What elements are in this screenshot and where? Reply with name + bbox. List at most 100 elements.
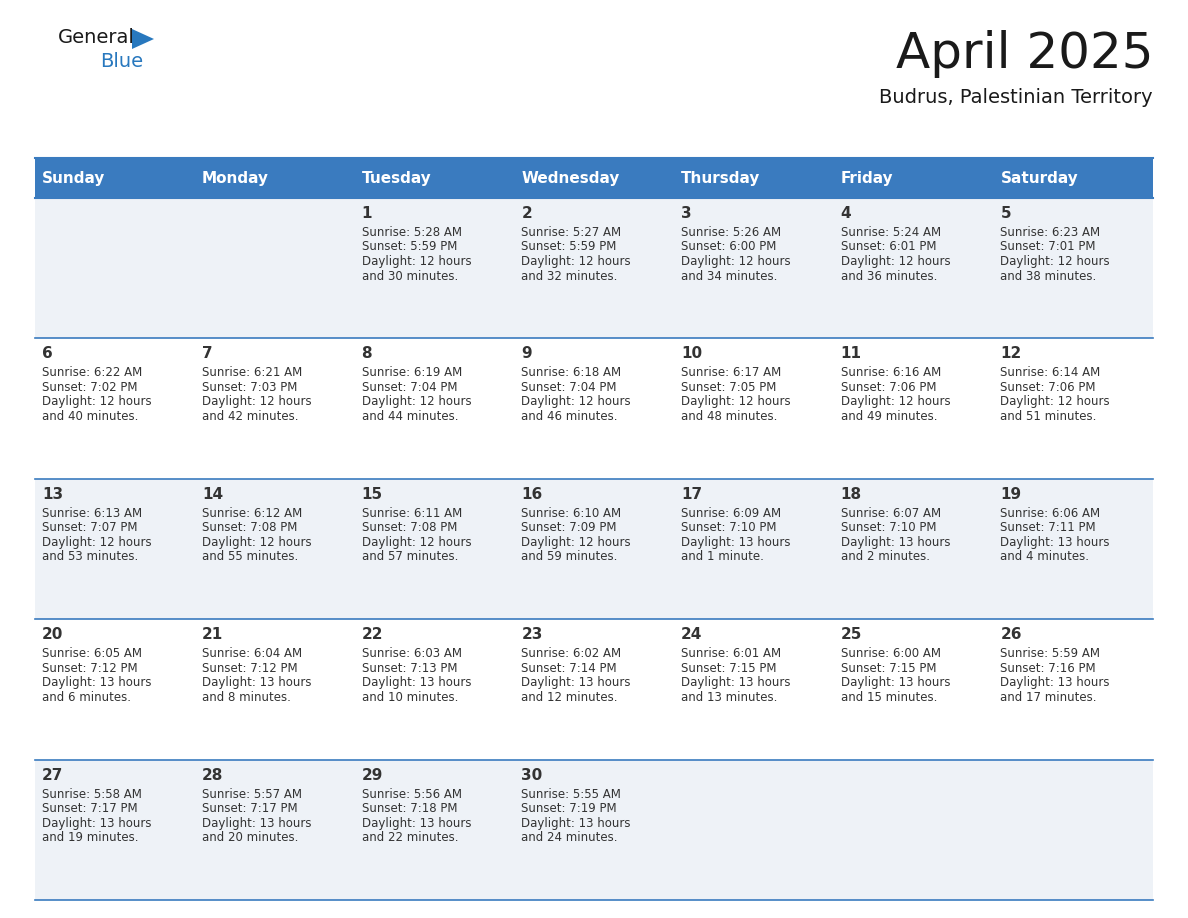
Text: Sunset: 7:15 PM: Sunset: 7:15 PM [841,662,936,675]
Text: 6: 6 [43,346,53,362]
Text: Sunrise: 5:26 AM: Sunrise: 5:26 AM [681,226,782,239]
Text: Daylight: 13 hours: Daylight: 13 hours [1000,677,1110,689]
Text: and 19 minutes.: and 19 minutes. [43,831,139,844]
Text: Daylight: 13 hours: Daylight: 13 hours [841,536,950,549]
Text: Wednesday: Wednesday [522,171,620,185]
Bar [993,759,1154,900]
Bar [834,198,993,339]
Bar [993,158,1154,198]
Text: Sunrise: 6:05 AM: Sunrise: 6:05 AM [43,647,143,660]
Bar [195,339,354,479]
Text: 22: 22 [361,627,383,643]
Text: Daylight: 12 hours: Daylight: 12 hours [522,255,631,268]
Text: 19: 19 [1000,487,1022,502]
Text: 13: 13 [43,487,63,502]
Text: Sunset: 7:16 PM: Sunset: 7:16 PM [1000,662,1097,675]
Text: Sunset: 7:08 PM: Sunset: 7:08 PM [202,521,297,534]
Text: 25: 25 [841,627,862,643]
Text: Sunrise: 6:10 AM: Sunrise: 6:10 AM [522,507,621,520]
Text: and 55 minutes.: and 55 minutes. [202,550,298,564]
Text: Sunrise: 6:06 AM: Sunrise: 6:06 AM [1000,507,1100,520]
Text: Daylight: 13 hours: Daylight: 13 hours [681,536,790,549]
Text: and 34 minutes.: and 34 minutes. [681,270,777,283]
Text: Sunset: 7:04 PM: Sunset: 7:04 PM [522,381,617,394]
Text: Sunset: 7:12 PM: Sunset: 7:12 PM [202,662,297,675]
Text: Sunrise: 5:56 AM: Sunrise: 5:56 AM [361,788,462,800]
Text: and 20 minutes.: and 20 minutes. [202,831,298,844]
Text: Daylight: 13 hours: Daylight: 13 hours [202,817,311,830]
Text: Blue: Blue [100,52,143,71]
Bar [993,620,1154,759]
Text: Sunset: 7:07 PM: Sunset: 7:07 PM [43,521,138,534]
Text: and 32 minutes.: and 32 minutes. [522,270,618,283]
Text: Daylight: 12 hours: Daylight: 12 hours [1000,255,1110,268]
Text: Daylight: 12 hours: Daylight: 12 hours [1000,396,1110,409]
Text: Sunset: 7:02 PM: Sunset: 7:02 PM [43,381,138,394]
Text: and 2 minutes.: and 2 minutes. [841,550,930,564]
Text: Monday: Monday [202,171,268,185]
Text: Daylight: 13 hours: Daylight: 13 hours [361,817,472,830]
Text: 18: 18 [841,487,861,502]
Text: Daylight: 13 hours: Daylight: 13 hours [841,677,950,689]
Text: 2: 2 [522,206,532,221]
Text: Daylight: 13 hours: Daylight: 13 hours [681,677,790,689]
Text: 24: 24 [681,627,702,643]
Bar [834,479,993,620]
Text: Sunset: 7:17 PM: Sunset: 7:17 PM [202,802,297,815]
Text: Budrus, Palestinian Territory: Budrus, Palestinian Territory [879,88,1154,107]
Text: Sunrise: 5:58 AM: Sunrise: 5:58 AM [43,788,143,800]
Bar [34,759,195,900]
Text: Sunset: 7:10 PM: Sunset: 7:10 PM [841,521,936,534]
Text: Sunrise: 5:57 AM: Sunrise: 5:57 AM [202,788,302,800]
Text: Sunrise: 6:12 AM: Sunrise: 6:12 AM [202,507,302,520]
Bar [514,339,674,479]
Text: 5: 5 [1000,206,1011,221]
Text: Sunrise: 6:01 AM: Sunrise: 6:01 AM [681,647,782,660]
Bar [674,620,834,759]
Text: 4: 4 [841,206,852,221]
Text: 21: 21 [202,627,223,643]
Text: Daylight: 13 hours: Daylight: 13 hours [361,677,472,689]
Text: and 57 minutes.: and 57 minutes. [361,550,459,564]
Text: Friday: Friday [841,171,893,185]
Text: and 44 minutes.: and 44 minutes. [361,410,459,423]
Text: and 46 minutes.: and 46 minutes. [522,410,618,423]
Text: Sunset: 7:10 PM: Sunset: 7:10 PM [681,521,777,534]
Text: Saturday: Saturday [1000,171,1079,185]
Text: Daylight: 12 hours: Daylight: 12 hours [361,396,472,409]
Text: Sunrise: 6:17 AM: Sunrise: 6:17 AM [681,366,782,379]
Bar [514,479,674,620]
Text: Thursday: Thursday [681,171,760,185]
Text: Sunrise: 6:03 AM: Sunrise: 6:03 AM [361,647,462,660]
Text: Sunset: 6:01 PM: Sunset: 6:01 PM [841,241,936,253]
Text: April 2025: April 2025 [896,30,1154,78]
Text: and 12 minutes.: and 12 minutes. [522,690,618,704]
Text: Daylight: 12 hours: Daylight: 12 hours [361,536,472,549]
Text: Daylight: 12 hours: Daylight: 12 hours [681,255,791,268]
Text: and 48 minutes.: and 48 minutes. [681,410,777,423]
Bar [195,620,354,759]
Text: Daylight: 13 hours: Daylight: 13 hours [1000,536,1110,549]
Text: and 51 minutes.: and 51 minutes. [1000,410,1097,423]
Text: and 1 minute.: and 1 minute. [681,550,764,564]
Text: 3: 3 [681,206,691,221]
Text: Sunrise: 5:27 AM: Sunrise: 5:27 AM [522,226,621,239]
Text: Daylight: 12 hours: Daylight: 12 hours [43,396,152,409]
Bar [34,339,195,479]
Bar [195,198,354,339]
Text: Sunset: 7:18 PM: Sunset: 7:18 PM [361,802,457,815]
Text: Sunset: 5:59 PM: Sunset: 5:59 PM [522,241,617,253]
Text: Daylight: 12 hours: Daylight: 12 hours [841,396,950,409]
Bar [354,479,514,620]
Text: Sunset: 7:12 PM: Sunset: 7:12 PM [43,662,138,675]
Text: 12: 12 [1000,346,1022,362]
Text: Sunrise: 6:19 AM: Sunrise: 6:19 AM [361,366,462,379]
Text: and 8 minutes.: and 8 minutes. [202,690,291,704]
Text: 30: 30 [522,767,543,783]
Text: 8: 8 [361,346,372,362]
Text: and 40 minutes.: and 40 minutes. [43,410,139,423]
Text: Sunrise: 6:13 AM: Sunrise: 6:13 AM [43,507,143,520]
Text: Daylight: 12 hours: Daylight: 12 hours [522,536,631,549]
Text: and 53 minutes.: and 53 minutes. [43,550,139,564]
Text: Daylight: 13 hours: Daylight: 13 hours [522,817,631,830]
